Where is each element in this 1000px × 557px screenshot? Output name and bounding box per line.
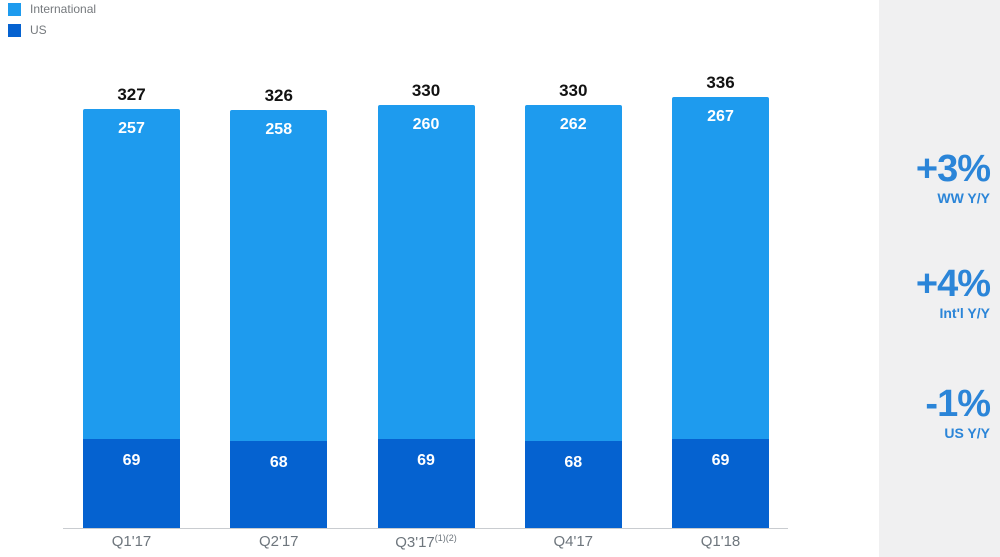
us-segment: 69: [672, 439, 769, 528]
x-axis-line: [63, 528, 788, 529]
us-segment: 69: [83, 439, 180, 528]
chart-legend: International US: [8, 3, 96, 45]
stacked-bar: 258 68: [230, 109, 328, 528]
stats-panel: +3% WW Y/Y +4% Int'l Y/Y -1% US Y/Y: [879, 0, 1000, 557]
us-value-label: 68: [564, 453, 583, 471]
x-axis-label: Q1'17: [111, 533, 152, 550]
x-axis-label: Q4'17: [553, 533, 594, 550]
us-segment: 68: [524, 440, 622, 528]
stat-intl-yy: +4% Int'l Y/Y: [879, 263, 991, 321]
us-segment: 69: [377, 439, 475, 528]
us-value-label: 68: [269, 453, 288, 471]
bar-total-label: 327: [117, 84, 146, 104]
international-segment: 262: [524, 104, 622, 441]
stat-us-yy: -1% US Y/Y: [879, 383, 991, 441]
international-swatch-icon: [8, 3, 21, 16]
international-value-label: 260: [412, 115, 440, 133]
international-value-label: 267: [707, 108, 734, 125]
stacked-bar: 262 68: [524, 104, 622, 528]
footnote-superscript: (1)(2): [434, 533, 457, 543]
international-segment: 258: [230, 109, 328, 441]
stat-value: +4%: [915, 263, 991, 305]
us-value-label: 69: [417, 452, 435, 470]
legend-item-international: International: [8, 3, 96, 16]
international-value-label: 262: [559, 115, 587, 133]
stat-label: US Y/Y: [944, 425, 990, 441]
international-segment: 260: [377, 104, 475, 440]
legend-item-us: US: [8, 24, 96, 37]
bar-total-label: 330: [559, 80, 588, 100]
stacked-bar: 257 69: [83, 108, 180, 528]
x-axis-label: Q1'18: [700, 533, 741, 550]
bar-total-label: 336: [706, 73, 735, 92]
international-segment: 257: [83, 108, 180, 440]
stat-label: Int'l Y/Y: [939, 305, 990, 321]
stat-value: -1%: [925, 383, 991, 425]
stacked-bar: 260 69: [377, 104, 475, 528]
us-segment: 68: [230, 440, 328, 528]
stat-value: +3%: [915, 148, 991, 190]
x-axis-label: Q3'17(1)(2): [395, 533, 457, 551]
legend-item-label: International: [30, 2, 97, 16]
bar-total-label: 326: [264, 85, 293, 105]
stat-label: WW Y/Y: [937, 190, 990, 206]
stacked-bar: 267 69: [672, 97, 769, 528]
stat-ww-yy: +3% WW Y/Y: [879, 148, 991, 206]
international-segment: 267: [672, 97, 769, 440]
x-axis-label: Q2'17: [258, 533, 299, 550]
international-value-label: 258: [265, 120, 293, 138]
legend-item-label: US: [30, 23, 47, 37]
bar-total-label: 330: [411, 80, 441, 100]
us-value-label: 69: [122, 452, 141, 470]
us-swatch-icon: [8, 24, 21, 37]
international-value-label: 257: [118, 119, 145, 137]
us-value-label: 69: [711, 452, 730, 470]
